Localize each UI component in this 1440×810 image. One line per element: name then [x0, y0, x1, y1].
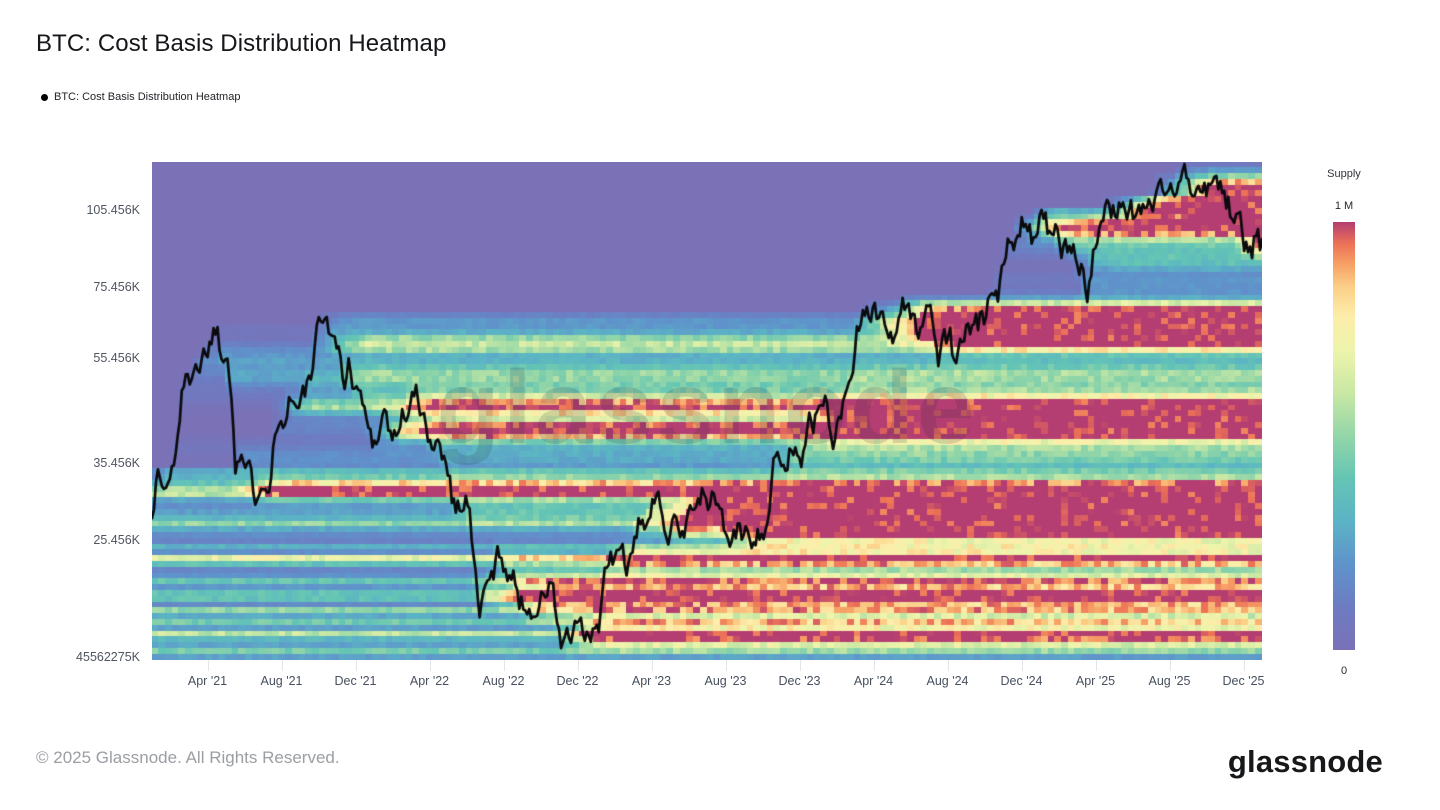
- heatmap-canvas[interactable]: [152, 162, 1262, 660]
- x-axis-label: Dec '24: [1000, 674, 1043, 688]
- glassnode-logo: glassnode: [1227, 744, 1383, 779]
- x-axis-label: Aug '25: [1148, 674, 1191, 688]
- x-axis-tick: [503, 660, 505, 671]
- x-axis-tick: [725, 660, 727, 671]
- x-axis-tick: [577, 660, 579, 671]
- x-axis-label: Aug '22: [482, 674, 525, 688]
- y-axis-label: 35.456K: [93, 456, 140, 470]
- x-axis-label: Dec '22: [556, 674, 599, 688]
- x-axis-label: Apr '23: [631, 674, 672, 688]
- page-title: BTC: Cost Basis Distribution Heatmap: [36, 30, 447, 57]
- x-axis-tick: [207, 660, 209, 671]
- x-axis-label: Apr '22: [409, 674, 450, 688]
- x-axis-label: Aug '24: [926, 674, 969, 688]
- colorbar-title: Supply: [1327, 168, 1361, 180]
- x-axis-tick: [1021, 660, 1023, 671]
- colorbar-gradient: [1333, 222, 1355, 650]
- x-axis-tick: [1243, 660, 1245, 671]
- x-axis-tick: [355, 660, 357, 671]
- colorbar-min-label: 0: [1340, 665, 1348, 677]
- x-axis-label: Apr '25: [1075, 674, 1116, 688]
- x-axis-label: Aug '21: [260, 674, 303, 688]
- x-axis-tick: [947, 660, 949, 671]
- x-axis-tick: [651, 660, 653, 671]
- series-marker-icon: [41, 93, 48, 101]
- colorbar-max-label: 1 M: [1334, 200, 1354, 212]
- x-axis-label: Apr '24: [853, 674, 894, 688]
- series-legend[interactable]: BTC: Cost Basis Distribution Heatmap: [41, 91, 240, 103]
- x-axis-tick: [1095, 660, 1097, 671]
- x-axis-tick: [281, 660, 283, 671]
- series-legend-label: BTC: Cost Basis Distribution Heatmap: [54, 91, 241, 103]
- y-axis-label: 105.456K: [86, 203, 140, 217]
- x-axis-tick: [799, 660, 801, 671]
- copyright-text: © 2025 Glassnode. All Rights Reserved.: [36, 748, 340, 767]
- y-axis-label: 25.456K: [93, 533, 140, 547]
- x-axis-label: Dec '21: [334, 674, 377, 688]
- x-axis-tick: [1169, 660, 1171, 671]
- heatmap-plot[interactable]: glassnode: [152, 162, 1262, 660]
- y-axis-label: 75.456K: [93, 280, 140, 294]
- x-axis-tick: [429, 660, 431, 671]
- y-axis-label: 55.456K: [93, 351, 140, 365]
- x-axis-tick: [873, 660, 875, 671]
- x-axis-label: Dec '23: [778, 674, 821, 688]
- x-axis-label: Apr '21: [187, 674, 228, 688]
- x-axis-label: Dec '25: [1222, 674, 1265, 688]
- y-axis-label: 45562275K: [76, 650, 140, 664]
- x-axis-label: Aug '23: [704, 674, 747, 688]
